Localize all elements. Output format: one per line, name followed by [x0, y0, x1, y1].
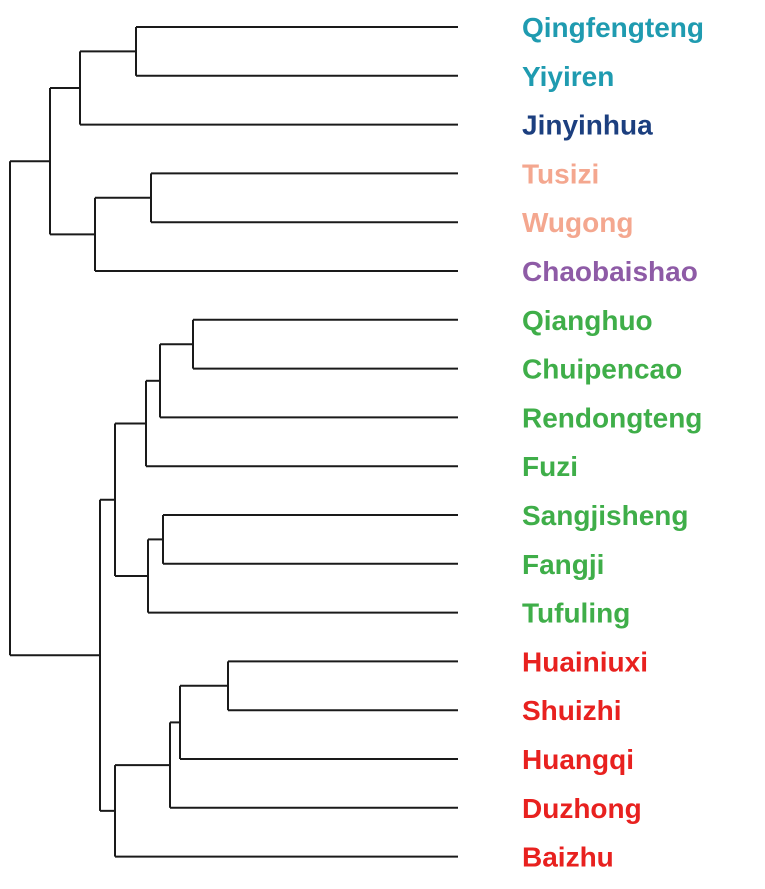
leaf-label-fangji: Fangji [522, 549, 604, 580]
leaf-label-qingfengteng: Qingfengteng [522, 12, 704, 43]
leaf-label-chaobaishao: Chaobaishao [522, 256, 698, 287]
leaf-labels: Qingfengteng Yiyiren Jinyinhua Tusizi Wugong… [522, 12, 704, 873]
leaf-label-chuipencao: Chuipencao [522, 354, 682, 385]
leaf-label-rendongteng: Rendongteng [522, 402, 702, 433]
leaf-label-qianghuo: Qianghuo [522, 305, 653, 336]
leaf-label-duzhong: Duzhong [522, 793, 642, 824]
leaf-label-fuzi: Fuzi [522, 451, 578, 482]
leaf-label-yiyiren: Yiyiren [522, 61, 614, 92]
leaf-label-baizhu: Baizhu [522, 842, 614, 873]
leaf-label-shuizhi: Shuizhi [522, 695, 622, 726]
leaf-label-tufuling: Tufuling [522, 598, 630, 629]
leaf-label-huangqi: Huangqi [522, 744, 634, 775]
leaf-label-huainiuxi: Huainiuxi [522, 646, 648, 677]
dendrogram-branches [9, 26, 458, 858]
leaf-label-tusizi: Tusizi [522, 158, 599, 189]
leaf-label-jinyinhua: Jinyinhua [522, 110, 653, 141]
leaf-label-wugong: Wugong [522, 207, 633, 238]
leaf-label-sangjisheng: Sangjisheng [522, 500, 688, 531]
